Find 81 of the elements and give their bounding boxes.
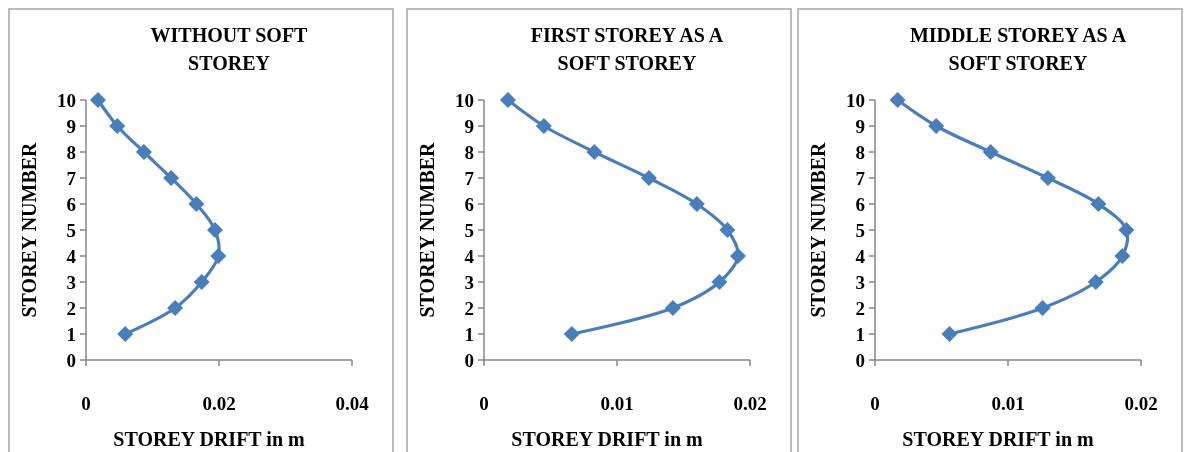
y-tick-label: 7: [855, 167, 866, 189]
x-tick-label: 0: [479, 393, 489, 414]
y-tick-label: 5: [855, 219, 865, 241]
point: [664, 300, 681, 316]
point: [889, 92, 906, 108]
y-axis-title: STOREY NUMBER: [807, 141, 829, 318]
y-tick-label: 3: [855, 271, 865, 293]
point: [1118, 222, 1135, 238]
point: [163, 170, 180, 186]
y-tick-label: 8: [855, 141, 865, 163]
point: [210, 248, 227, 264]
y-tick-label: 10: [57, 89, 76, 111]
x-axis-title: STOREY DRIFT in m: [113, 428, 306, 450]
y-tick-label: 10: [846, 89, 865, 111]
chart-title: FIRST STOREY AS A SOFT STOREY: [530, 24, 724, 74]
point: [941, 326, 958, 342]
y-tick-label: 8: [66, 141, 76, 163]
y-tick-label: 4: [855, 245, 866, 267]
y-tick-label: 9: [464, 115, 474, 137]
x-axis-title: STOREY DRIFT in m: [902, 428, 1095, 450]
x-tick-label: 0: [81, 393, 91, 414]
y-tick-label: 1: [66, 323, 76, 345]
y-tick-label: 8: [464, 141, 474, 163]
point: [1090, 196, 1107, 212]
x-tick-label: 0.01: [991, 393, 1025, 414]
point: [586, 144, 603, 160]
point: [711, 274, 728, 290]
point: [563, 326, 580, 342]
point: [207, 222, 224, 238]
point: [1039, 170, 1056, 186]
y-tick-label: 4: [66, 245, 77, 267]
point: [1114, 248, 1131, 264]
y-tick-label: 10: [455, 89, 474, 111]
point: [535, 118, 552, 134]
y-tick-label: 5: [464, 219, 474, 241]
y-tick-label: 2: [66, 297, 76, 319]
y-tick-label: 3: [464, 271, 474, 293]
y-tick-label: 3: [66, 271, 76, 293]
point: [193, 274, 210, 290]
y-tick-label: 6: [464, 193, 474, 215]
point: [688, 196, 705, 212]
y-tick-label: 1: [464, 323, 474, 345]
point: [928, 118, 945, 134]
y-tick-label: 2: [855, 297, 865, 319]
point: [188, 196, 205, 212]
chart-title: MIDDLE STOREY AS A SOFT STOREY: [909, 24, 1127, 74]
x-tick-label: 0.04: [335, 393, 370, 414]
x-tick-label: 0.02: [1124, 393, 1158, 414]
y-tick-label: 4: [464, 245, 475, 267]
y-axis-title: STOREY NUMBER: [416, 141, 438, 318]
x-axis-title: STOREY DRIFT in m: [511, 428, 704, 450]
y-tick-label: 6: [855, 193, 865, 215]
point: [89, 92, 106, 108]
point: [167, 300, 184, 316]
y-tick-label: 9: [66, 115, 76, 137]
point: [1087, 274, 1104, 290]
y-tick-label: 6: [66, 193, 76, 215]
chart-title: WITHOUT SOFT STOREY: [150, 24, 309, 74]
point: [135, 144, 152, 160]
point: [982, 144, 999, 160]
y-tick-label: 1: [855, 323, 865, 345]
x-tick-label: 0.02: [202, 393, 236, 414]
y-tick-label: 9: [855, 115, 865, 137]
y-tick-label: 0: [464, 349, 474, 371]
x-tick-label: 0: [870, 393, 880, 414]
y-tick-label: 0: [855, 349, 865, 371]
y-axis-title: STOREY NUMBER: [18, 141, 40, 318]
point: [640, 170, 657, 186]
x-tick-label: 0.01: [600, 393, 634, 414]
point: [499, 92, 516, 108]
point: [719, 222, 736, 238]
x-tick-label: 0.02: [733, 393, 767, 414]
point: [1034, 300, 1051, 316]
y-tick-label: 7: [66, 167, 77, 189]
point: [117, 326, 134, 342]
point: [109, 118, 126, 134]
y-tick-label: 2: [464, 297, 474, 319]
point: [730, 248, 747, 264]
y-tick-label: 7: [464, 167, 475, 189]
y-tick-label: 0: [66, 349, 76, 371]
y-tick-label: 5: [66, 219, 76, 241]
